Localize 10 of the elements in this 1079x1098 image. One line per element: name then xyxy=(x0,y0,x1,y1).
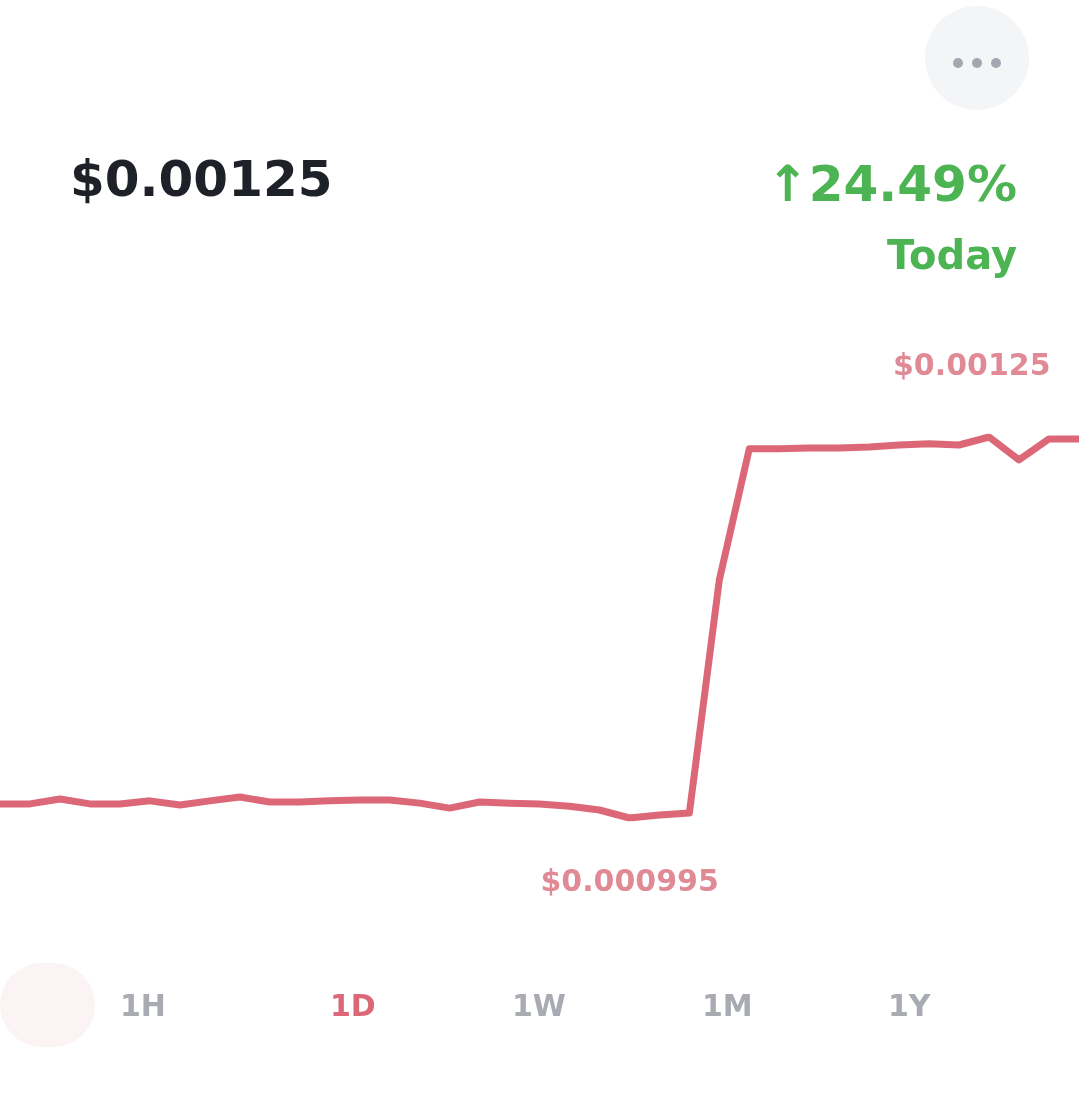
text: 1Y xyxy=(888,988,931,1023)
text: 1D xyxy=(330,988,376,1023)
text: 1W xyxy=(512,988,566,1023)
text: 1H xyxy=(120,988,166,1023)
text: ↑24.49% xyxy=(766,155,1017,213)
chart-title: $0.00125 xyxy=(70,150,333,208)
text: 1M xyxy=(702,988,753,1023)
text: Today xyxy=(887,232,1017,278)
annotation: $0.000995 xyxy=(540,863,719,898)
annotation: $0.00125 xyxy=(893,347,1051,382)
